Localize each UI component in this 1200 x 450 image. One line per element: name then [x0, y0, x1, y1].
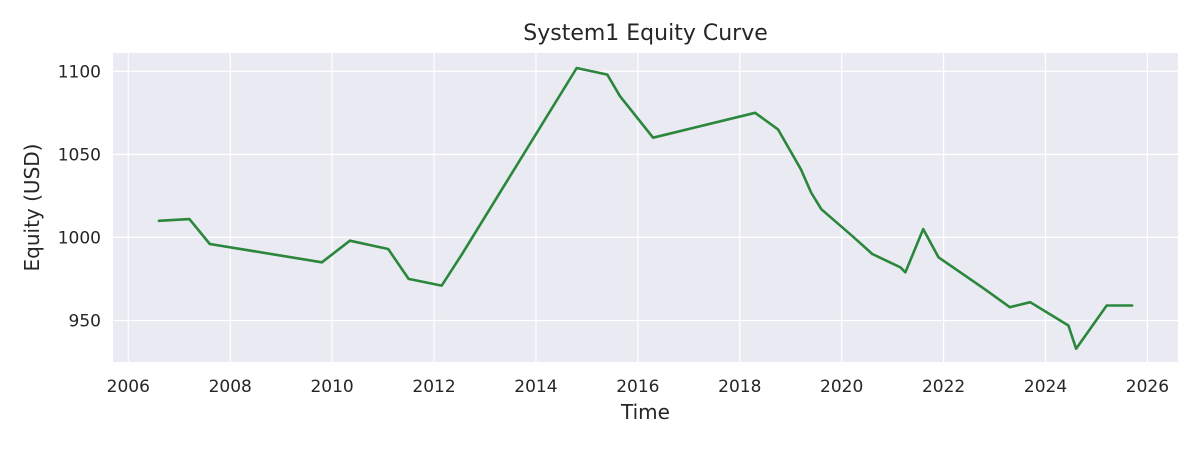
chart-title: System1 Equity Curve [523, 21, 768, 46]
y-tick-label: 1050 [58, 145, 101, 165]
y-tick-label: 1100 [58, 62, 101, 82]
x-tick-label: 2024 [1024, 377, 1067, 397]
x-tick-label: 2026 [1126, 377, 1169, 397]
x-tick-label: 2010 [310, 377, 353, 397]
plot-area [113, 53, 1178, 362]
x-axis-label: Time [620, 400, 670, 424]
y-tick-label: 1000 [58, 228, 101, 248]
x-tick-label: 2014 [514, 377, 557, 397]
equity-series-line [157, 66, 1134, 351]
x-tick-label: 2022 [922, 377, 965, 397]
x-tick-label: 2018 [718, 377, 761, 397]
x-tick-label: 2008 [209, 377, 252, 397]
tick-labels: 2006 2008 2010 2012 2014 2016 2018 2020 2022 2024… [58, 62, 1169, 397]
y-axis-label: Equity (USD) [20, 144, 44, 272]
x-tick-label: 2012 [412, 377, 455, 397]
x-tick-label: 2016 [616, 377, 659, 397]
x-tick-label: 2020 [820, 377, 863, 397]
x-tick-label: 2006 [107, 377, 150, 397]
grid-lines [113, 53, 1178, 362]
series-layer [157, 66, 1134, 351]
y-tick-label: 950 [69, 311, 101, 331]
